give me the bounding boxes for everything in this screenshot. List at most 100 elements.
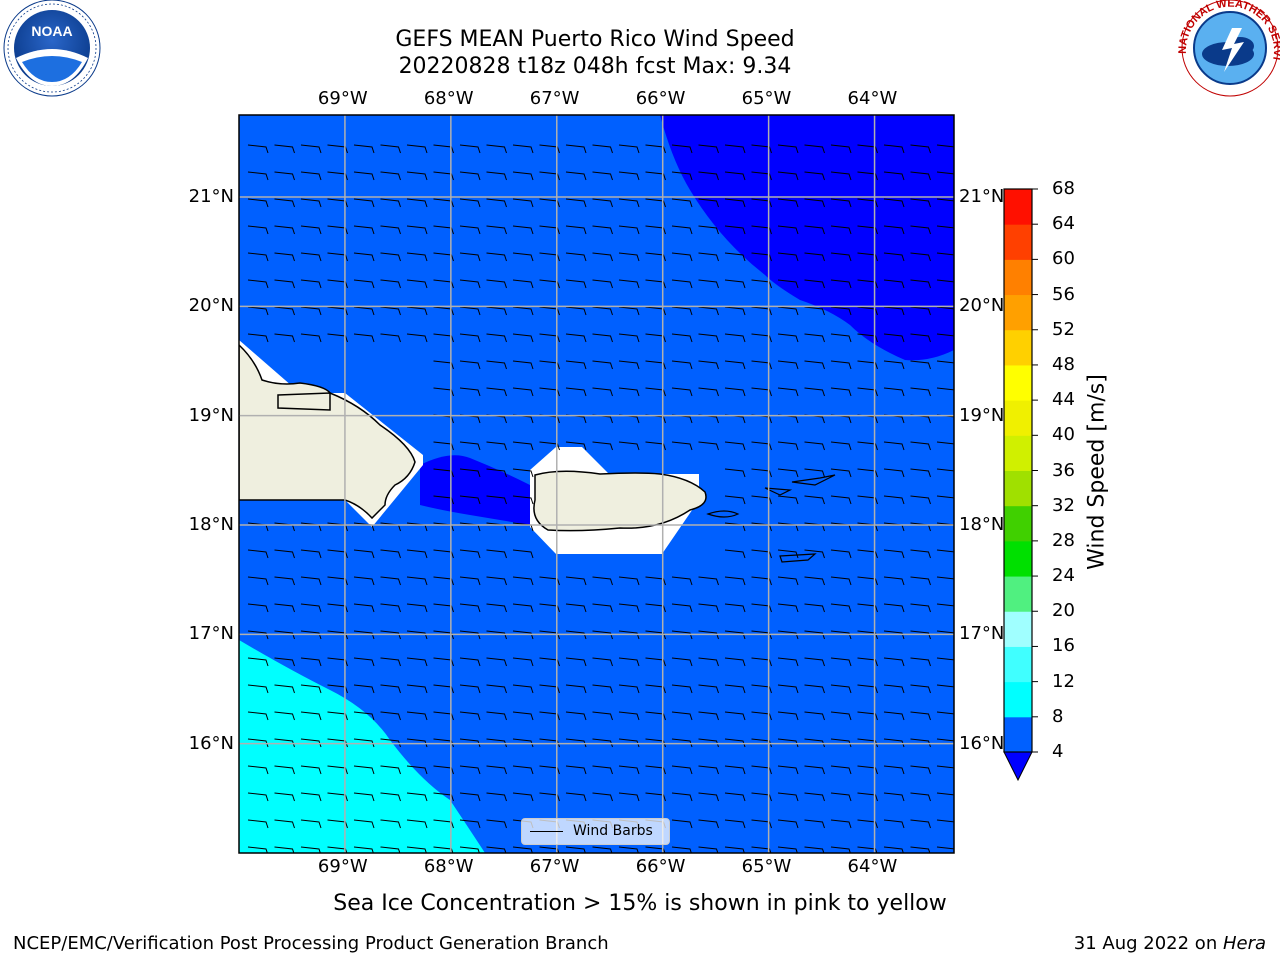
wind-barb [353,684,375,694]
wind-barb [830,549,852,559]
wind-barb [804,387,825,397]
wind-barb [486,657,507,667]
wind-barb [936,333,954,337]
wind-barb [698,819,719,829]
wind-barb [751,576,772,586]
wind-barb [274,279,295,289]
wind-barb [592,738,613,748]
wind-barb [486,603,507,613]
wind-barb [830,279,852,289]
wind-barb [671,792,693,802]
wind-barb [618,684,640,694]
wind-barb [486,846,507,853]
colorbar [1003,188,1038,782]
wind-barb [883,684,905,694]
wind-barb [857,657,878,667]
wind-barb [936,522,954,526]
wind-barb [883,711,905,721]
virgin-islands-1 [764,487,793,496]
wind-barb [698,306,719,316]
wind-barb [936,144,954,148]
wind-barb [247,333,269,343]
wind-barb [512,387,534,397]
wind-barb [698,576,719,586]
wind-barb [406,603,428,613]
wind-barb [751,333,772,343]
wind-barb [883,738,905,748]
wind-barb [751,306,772,316]
wind-barb [486,387,507,397]
wind-barb [830,603,852,613]
wind-barb [247,198,269,208]
lat-label-right: 16°N [959,732,1005,754]
noaa-logo [3,0,101,97]
wind-barb [751,171,772,181]
wind-barb [353,819,375,829]
wind-barb [645,225,666,235]
wind-barb [353,603,375,613]
colorbar-segment [1004,505,1032,542]
wind-barb [380,171,401,181]
wind-barb [883,603,905,613]
wind-barb [751,765,772,775]
wind-barb [565,765,587,775]
wind-barb [618,387,640,397]
wind-barb [883,495,905,505]
wind-barb [406,198,428,208]
wind-barb [565,846,586,853]
wind-barb [300,711,322,721]
wind-barb [671,711,693,721]
wind-barb [910,387,931,397]
wind-barb [353,630,375,640]
wind-barb [910,819,931,829]
wind-barb [751,225,772,235]
wind-barb [910,657,931,667]
wind-barb [751,711,772,721]
wind-barb [936,198,954,202]
noaa-logo-text: NOAA [31,23,72,39]
nws-logo-text: NATIONAL WEATHER SERVICE [0,0,1280,61]
wind-barb [618,333,640,343]
wind-barb [883,198,905,208]
wind-barb [592,333,613,343]
wind-barb [777,549,799,559]
wind-barb [592,360,613,370]
colorbar-segment [1004,470,1032,507]
wind-barb [645,603,666,613]
wind-barb [936,765,954,769]
wind-barb [777,333,799,343]
wind-barb [777,630,799,640]
wind-barb [910,441,931,451]
wind-region-cyan [239,640,485,853]
wind-barb [565,441,587,451]
wind-barb [804,549,825,559]
wind-barb [618,144,640,154]
footer-date: 31 Aug 2022 on Hera [1074,933,1266,954]
wind-barb [936,549,954,553]
wind-barb [724,630,746,640]
wind-barb [910,603,931,613]
lat-label-left: 17°N [188,623,234,645]
wind-barb [751,441,772,451]
wind-barb [671,765,693,775]
sea-ice-caption: Sea Ice Concentration > 15% is shown in … [333,891,947,916]
wind-barb [777,225,799,235]
wind-barb [751,360,772,370]
wind-barb [910,468,931,478]
wind-barb [830,468,852,478]
wind-barb [300,198,322,208]
wind-barb [247,792,269,802]
wind-barb [645,792,666,802]
wind-barb [857,765,878,775]
wind-barb [671,171,693,181]
wind-barb [459,846,480,853]
lat-label-left: 16°N [188,732,234,754]
wind-barb [645,252,666,262]
wind-barb [618,657,640,667]
wind-barb [724,144,746,154]
wind-barb [857,306,878,316]
wind-barb [857,549,878,559]
wind-barb [353,225,375,235]
wind-barb [857,225,878,235]
wind-barb [698,225,719,235]
